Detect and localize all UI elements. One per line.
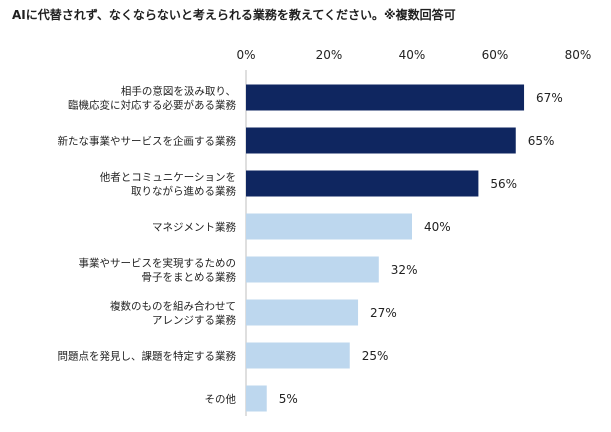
x-tick-label: 80%	[565, 48, 592, 62]
bar	[246, 342, 350, 369]
bar	[246, 84, 525, 111]
value-label: 32%	[391, 263, 418, 277]
category-label-line: 取りながら進める業務	[131, 185, 236, 198]
value-label: 65%	[528, 134, 555, 148]
category-label-line: 骨子をまとめる業務	[142, 271, 237, 284]
x-tick-label: 40%	[399, 48, 426, 62]
category-label-line: アレンジする業務	[152, 314, 236, 327]
category-labels: 相手の意図を汲み取り、臨機応変に対応する必要がある業務新たな事業やサービスを企画…	[58, 85, 237, 406]
category-label: マネジメント業務	[152, 221, 236, 234]
x-axis-ticks: 0% 20% 40% 60% 80%	[236, 48, 591, 62]
category-label-line: その他	[205, 393, 237, 406]
value-label: 67%	[536, 91, 563, 105]
category-label: 新たな事業やサービスを企画する業務	[58, 135, 237, 148]
category-label-line: 事業やサービスを実現するための	[79, 257, 237, 270]
value-label: 27%	[370, 306, 397, 320]
category-label-line: 新たな事業やサービスを企画する業務	[58, 135, 237, 148]
bar	[246, 170, 479, 197]
value-label: 5%	[279, 392, 298, 406]
chart-title: AIに代替されず、なくならないと考えられる業務を教えてください。※複数回答可	[12, 8, 456, 22]
category-label: その他	[205, 393, 237, 406]
category-label: 問題点を発見し、課題を特定する業務	[58, 350, 237, 363]
bar	[246, 127, 516, 154]
bar	[246, 385, 267, 412]
bar	[246, 213, 412, 240]
category-label-line: マネジメント業務	[152, 221, 236, 234]
bars	[246, 84, 525, 412]
bar	[246, 299, 359, 326]
value-label: 25%	[362, 349, 389, 363]
x-tick-label: 20%	[316, 48, 343, 62]
category-label-line: 問題点を発見し、課題を特定する業務	[58, 350, 237, 363]
category-label-line: 複数のものを組み合わせて	[110, 300, 236, 313]
category-label-line: 臨機応変に対応する必要がある業務	[68, 99, 236, 112]
value-labels: 67% 65% 56% 40% 32% 27% 25% 5%	[279, 91, 563, 406]
value-label: 56%	[490, 177, 517, 191]
category-label: 相手の意図を汲み取り、臨機応変に対応する必要がある業務	[68, 85, 236, 112]
value-label: 40%	[424, 220, 451, 234]
x-tick-label: 60%	[482, 48, 509, 62]
bar	[246, 256, 379, 283]
x-tick-label: 0%	[236, 48, 255, 62]
category-label-line: 相手の意図を汲み取り、	[121, 85, 236, 98]
category-label-line: 他者とコミュニケーションを	[100, 171, 236, 184]
